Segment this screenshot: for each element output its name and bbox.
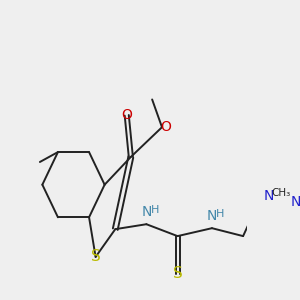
Text: H: H — [216, 209, 224, 219]
Text: N: N — [141, 205, 152, 219]
Text: N: N — [264, 189, 274, 203]
Text: S: S — [91, 249, 100, 264]
Text: S: S — [173, 266, 182, 281]
Text: O: O — [121, 108, 132, 122]
Text: CH₃: CH₃ — [272, 188, 291, 198]
Text: O: O — [160, 120, 171, 134]
Text: N: N — [207, 209, 217, 223]
Text: N: N — [291, 195, 300, 209]
Text: H: H — [150, 205, 159, 215]
